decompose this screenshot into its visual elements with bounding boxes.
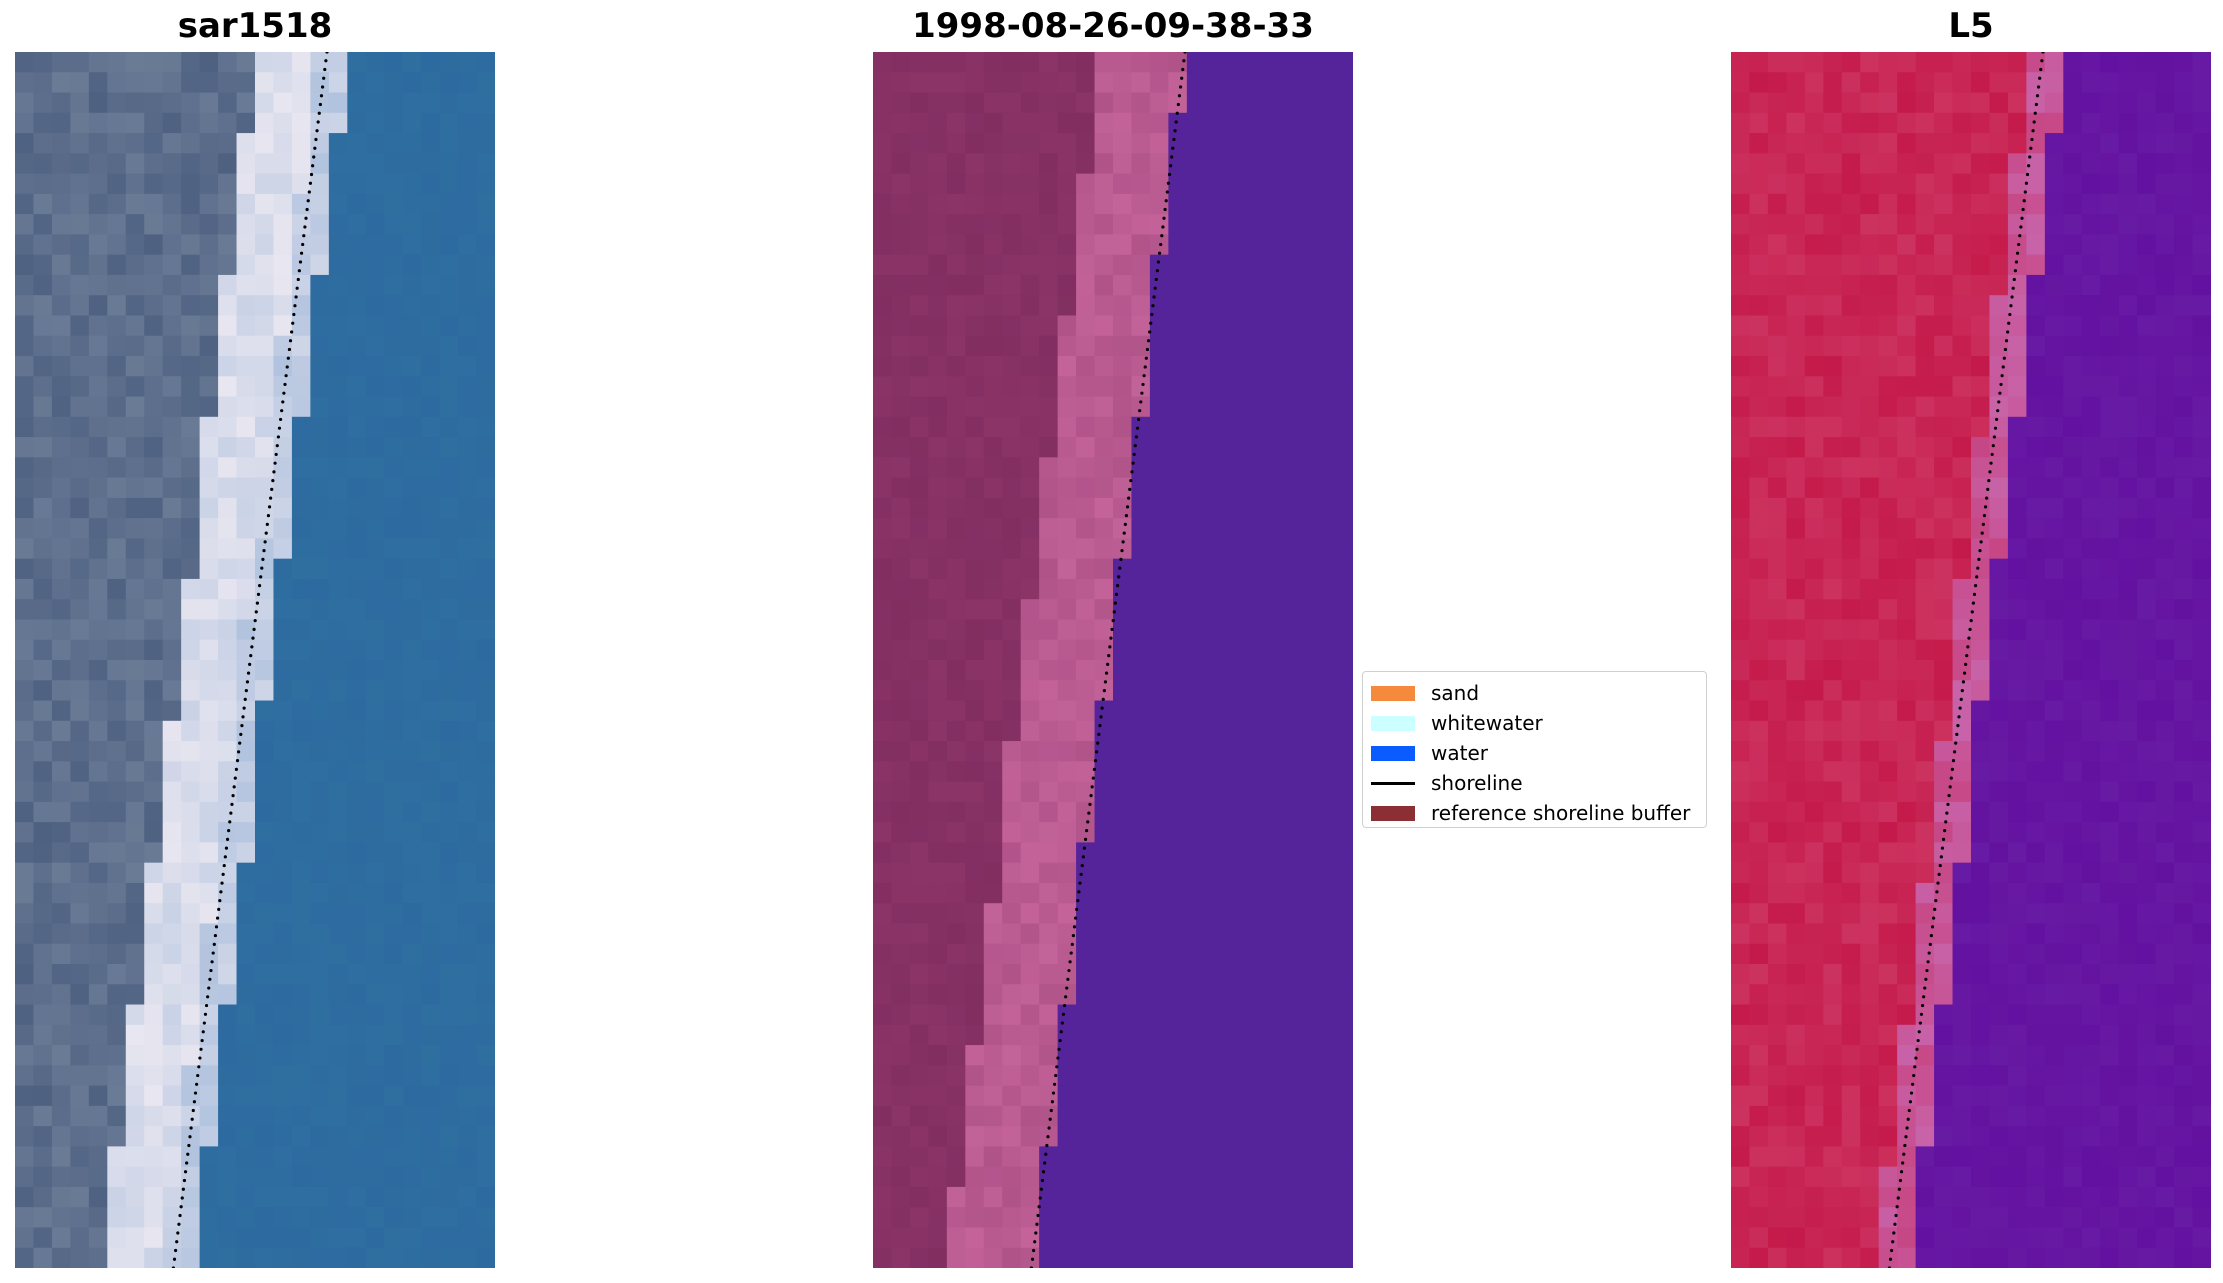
legend-item-sand: sand (1371, 678, 1698, 708)
legend-swatch-whitewater (1371, 715, 1415, 731)
legend-item-water: water (1371, 738, 1698, 768)
panel-title-classified: 1998-08-26-09-38-33 (912, 6, 1314, 46)
legend-line-shoreline (1371, 781, 1415, 785)
legend-swatch-water (1371, 745, 1415, 761)
legend-item-reference-buffer: reference shoreline buffer (1371, 798, 1698, 828)
rgb-image-panel (15, 52, 495, 1268)
panel-title-l5: L5 (1948, 6, 1994, 46)
classified-image-panel (873, 52, 1353, 1268)
legend: sand whitewater water shoreline referenc… (1362, 671, 1707, 828)
legend-item-whitewater: whitewater (1371, 708, 1698, 738)
legend-label-sand: sand (1431, 681, 1480, 705)
legend-label-reference-buffer: reference shoreline buffer (1431, 801, 1691, 825)
legend-label-water: water (1431, 741, 1488, 765)
legend-swatch-reference-buffer (1371, 805, 1415, 821)
classified-image (873, 52, 1353, 1268)
panel-title-rgb: sar1518 (177, 6, 333, 46)
legend-label-shoreline: shoreline (1431, 771, 1523, 795)
l5-image (1731, 52, 2211, 1268)
legend-label-whitewater: whitewater (1431, 711, 1543, 735)
legend-item-shoreline: shoreline (1371, 768, 1698, 798)
l5-image-panel (1731, 52, 2211, 1268)
rgb-image (15, 52, 495, 1268)
legend-swatch-sand (1371, 685, 1415, 701)
